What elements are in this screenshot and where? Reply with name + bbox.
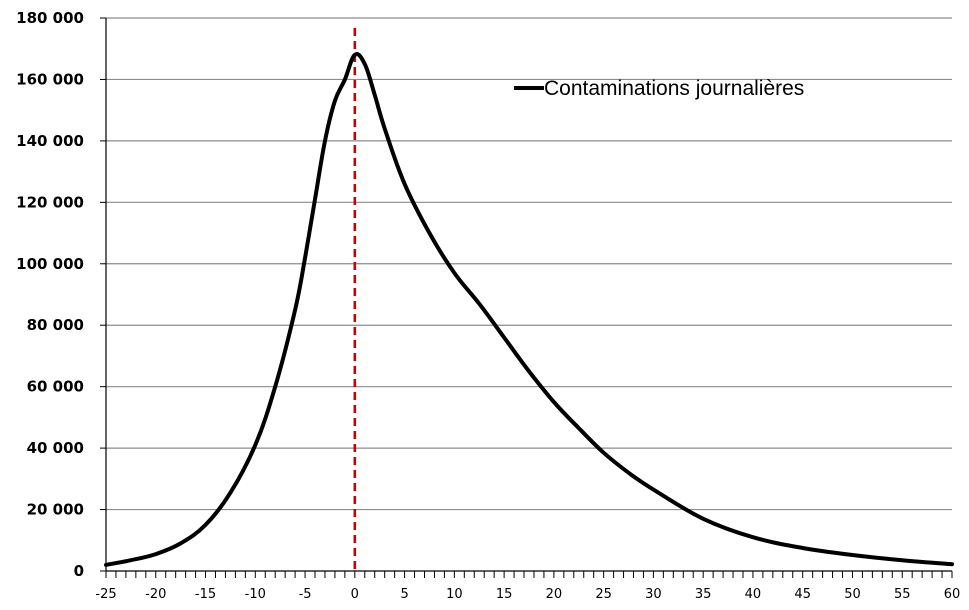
- x-tick-label: -10: [245, 587, 266, 602]
- y-tick-label: 40 000: [27, 439, 84, 457]
- x-tick-label: -25: [95, 587, 116, 602]
- x-tick-label: 50: [844, 587, 861, 602]
- x-tick-label: -5: [299, 587, 312, 602]
- y-tick-label: 140 000: [16, 132, 84, 150]
- x-tick-label: 55: [894, 587, 911, 602]
- y-tick-label: 80 000: [27, 316, 84, 334]
- y-tick-label: 120 000: [16, 193, 84, 211]
- x-tick-label: 25: [595, 587, 612, 602]
- x-tick-label: 30: [645, 587, 662, 602]
- y-tick-label: 60 000: [27, 378, 84, 396]
- x-tick-label: 60: [944, 587, 961, 602]
- y-axis-tick-labels: 0 20 000 40 000 60 000 80 000 100 000 120 000 1…: [16, 9, 106, 580]
- gridlines: [105, 17, 952, 571]
- y-tick-label: 100 000: [16, 255, 84, 273]
- y-tick-label: 0: [74, 562, 84, 580]
- x-tick-label: 45: [794, 587, 811, 602]
- x-tick-label: 20: [546, 587, 563, 602]
- x-tick-label: 15: [496, 587, 513, 602]
- series-line: [104, 52, 954, 567]
- x-tick-label: 40: [745, 587, 762, 602]
- y-tick-label: 180 000: [16, 9, 84, 27]
- series-layer: [104, 52, 954, 567]
- x-tick-label: 10: [446, 587, 463, 602]
- x-tick-label: 5: [400, 587, 408, 602]
- x-axis: -25 -20 -15 -10 -5 0 5 10 15 20 25 30 35 40 45 50 55 60: [95, 570, 961, 602]
- x-tick-label: -20: [145, 587, 166, 602]
- x-tick-label: -15: [195, 587, 216, 602]
- x-tick-label: 35: [695, 587, 712, 602]
- y-tick-label: 20 000: [27, 501, 84, 519]
- x-tick-label: 0: [351, 587, 359, 602]
- y-tick-label: 160 000: [16, 70, 84, 88]
- legend: Contaminations journalières: [514, 77, 804, 100]
- legend-label: Contaminations journalières: [544, 77, 804, 100]
